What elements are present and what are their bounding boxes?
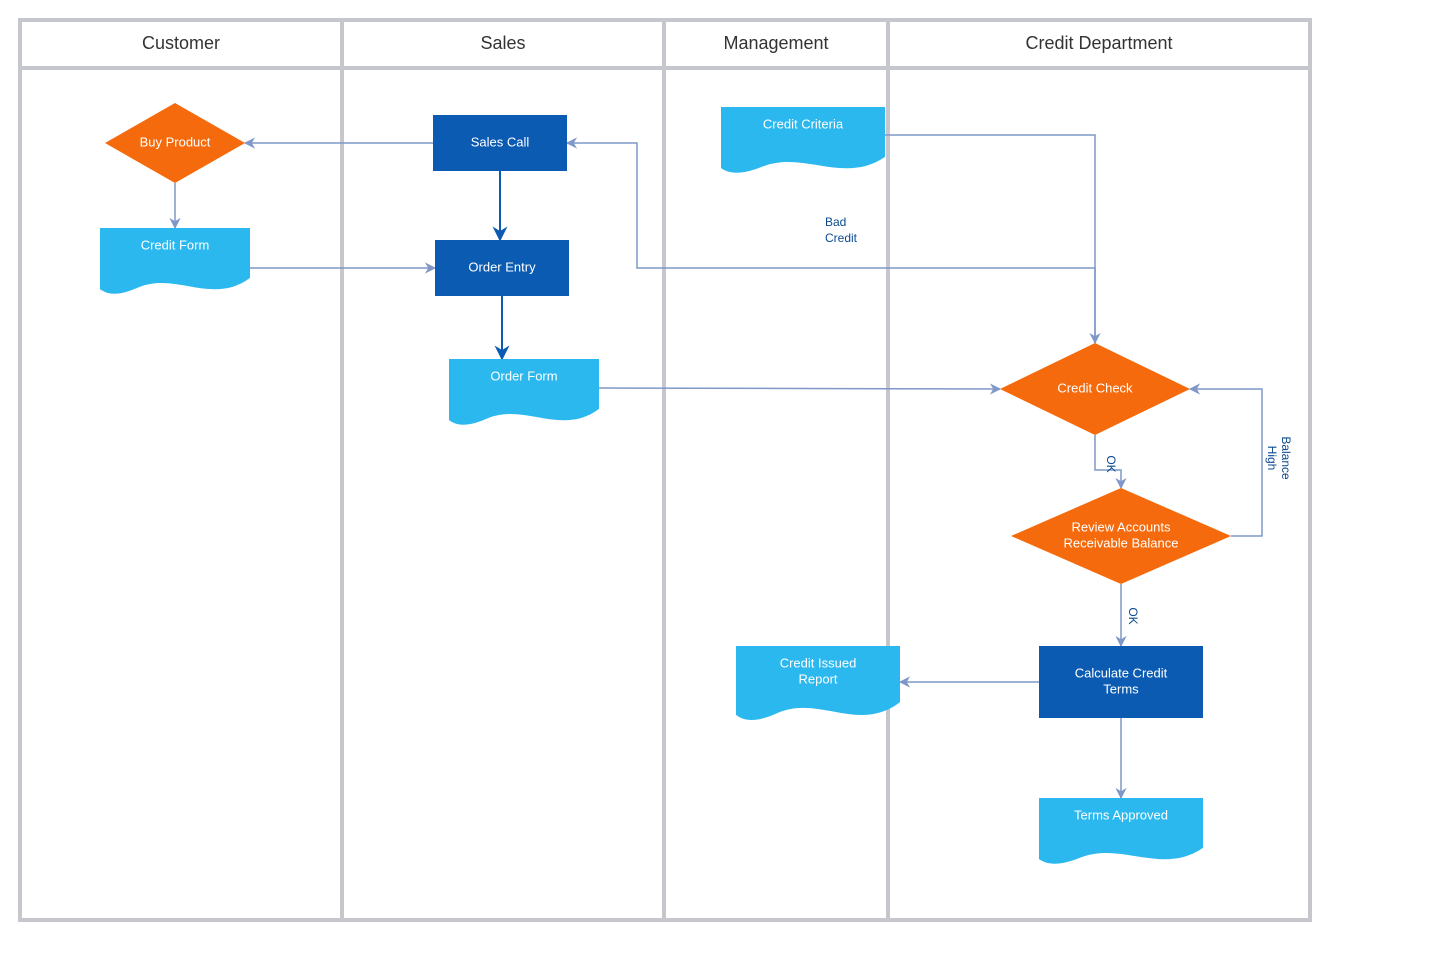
- swimlane-header-sales: Sales: [480, 33, 525, 53]
- node-label-calc_terms: Terms: [1103, 681, 1139, 696]
- edge-e_review_high: [1190, 389, 1262, 536]
- node-label-order_entry: Order Entry: [468, 259, 536, 274]
- edge-label-e_review_high: High: [1265, 446, 1279, 471]
- node-label-buy_product: Buy Product: [140, 134, 211, 149]
- node-label-sales_call: Sales Call: [471, 134, 530, 149]
- node-label-terms_approved: Terms Approved: [1074, 807, 1168, 822]
- edge-label-e_creditcheck_ok: OK: [1104, 455, 1118, 472]
- node-label-credit_issued: Credit Issued: [780, 655, 857, 670]
- edge-label-e_review_high: Balance: [1279, 436, 1293, 480]
- node-label-order_form: Order Form: [490, 368, 557, 383]
- node-label-credit_criteria: Credit Criteria: [763, 116, 844, 131]
- edge-label-e_review_ok: OK: [1126, 607, 1140, 624]
- edge-label-e_creditcheck_bad: Credit: [825, 231, 858, 245]
- swimlane-header-customer: Customer: [142, 33, 220, 53]
- edge-e_orderform_to_creditcheck: [599, 388, 1000, 389]
- node-label-credit_form: Credit Form: [141, 237, 210, 252]
- swimlane-header-management: Management: [723, 33, 828, 53]
- edge-e_criteria_to_creditcheck: [885, 135, 1095, 343]
- swimlane-flowchart: Customer Sales Management Credit Department…: [0, 0, 1437, 977]
- swimlane-header-credit: Credit Department: [1025, 33, 1172, 53]
- edge-label-e_creditcheck_bad: Bad: [825, 215, 846, 229]
- node-label-credit_issued: Report: [798, 671, 837, 686]
- node-label-review_balance: Receivable Balance: [1064, 535, 1179, 550]
- node-label-calc_terms: Calculate Credit: [1075, 665, 1168, 680]
- node-label-review_balance: Review Accounts: [1072, 519, 1171, 534]
- node-label-credit_check: Credit Check: [1057, 380, 1133, 395]
